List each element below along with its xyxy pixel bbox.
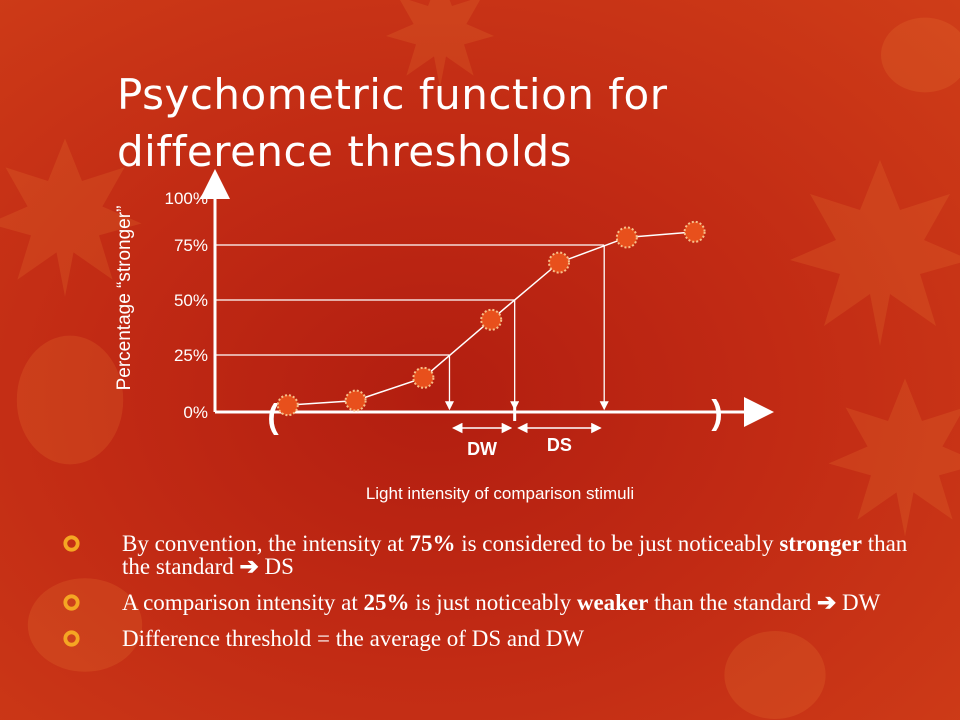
y-tick-label: 0% [183, 403, 208, 422]
leaf-decoration-icon [881, 17, 960, 93]
text-run: than the standard [122, 531, 908, 579]
y-tick-label: 100% [165, 189, 208, 208]
interval-label: DS [547, 435, 572, 455]
range-bracket-left: ( [267, 398, 279, 436]
title-line-2: difference thresholds [117, 127, 573, 176]
bullet-item: By convention, the intensity at 75% is c… [62, 532, 922, 578]
data-point [344, 389, 367, 412]
text-run: Difference threshold = the average of DS… [122, 626, 585, 651]
text-run: DS [258, 554, 294, 579]
leaf-decoration-icon [790, 160, 960, 346]
slide-title: Psychometric function for difference thr… [117, 66, 837, 180]
text-run: DW [836, 590, 881, 615]
circle-bullet-icon [63, 594, 80, 611]
text-run: A comparison intensity at [122, 590, 364, 615]
leaf-decoration-icon [16, 335, 124, 465]
leaf-decoration-icon [386, 0, 494, 88]
data-point [276, 394, 299, 417]
leaf-decoration-icon [828, 378, 960, 537]
leaf-decoration-icon [0, 138, 142, 297]
title-line-1: Psychometric function for [117, 70, 668, 119]
circle-bullet-icon [63, 630, 80, 647]
bold-text: ➔ [239, 554, 259, 579]
y-axis-label: Percentage “stronger” [114, 206, 135, 391]
data-point [412, 366, 435, 389]
leaf-decoration-icon [724, 631, 826, 719]
bullet-list: By convention, the intensity at 75% is c… [62, 532, 922, 663]
bullet-text: By convention, the intensity at 75% is c… [122, 531, 907, 579]
text-run: is just noticeably [409, 590, 577, 615]
leaf-decoration-icon [27, 578, 143, 672]
x-axis-label: Light intensity of comparison stimuli [366, 484, 634, 503]
bold-text: 25% [363, 590, 410, 615]
bullet-item: Difference threshold = the average of DS… [62, 627, 922, 650]
data-point [480, 308, 503, 331]
text-run: than the standard [648, 590, 817, 615]
bullet-item: A comparison intensity at 25% is just no… [62, 591, 922, 614]
bullet-text: A comparison intensity at 25% is just no… [122, 590, 880, 615]
y-tick-label: 25% [174, 346, 208, 365]
data-point [615, 226, 638, 249]
range-bracket-right: ) [711, 394, 722, 432]
y-tick-label: 50% [174, 291, 208, 310]
circle-bullet-icon [63, 535, 80, 552]
bold-text: ➔ [817, 590, 837, 615]
data-point [683, 220, 706, 243]
y-tick-label: 75% [174, 236, 208, 255]
text-run: By convention, the intensity at [122, 531, 410, 556]
bold-text: stronger [779, 531, 862, 556]
bold-text: weaker [576, 590, 649, 615]
bullet-text: Difference threshold = the average of DS… [122, 626, 584, 651]
text-run: is considered to be just noticeably [455, 531, 780, 556]
data-point [548, 251, 570, 274]
interval-label: DW [467, 439, 497, 459]
bold-text: 75% [409, 531, 456, 556]
